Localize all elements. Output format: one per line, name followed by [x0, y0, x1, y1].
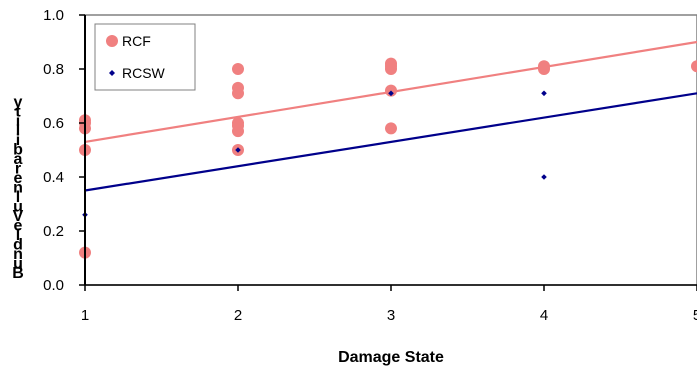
- y-axis-title-char: V: [13, 208, 24, 225]
- y-tick-label: 0.8: [43, 61, 64, 78]
- y-axis-title-char: t: [15, 104, 21, 121]
- legend-marker-rcsw: [109, 70, 115, 76]
- x-tick-label: 5: [693, 307, 697, 324]
- point-rcsw: [541, 174, 547, 180]
- point-rcf: [232, 63, 244, 75]
- point-rcf: [385, 122, 397, 135]
- point-rcf: [538, 60, 550, 73]
- x-axis-title: Damage State: [338, 349, 444, 366]
- y-axis-title-char: e: [14, 170, 23, 187]
- y-axis-title-char: a: [14, 151, 23, 168]
- y-axis-title-char: B: [12, 265, 24, 282]
- y-axis-ticks: 0.0 0.2 0.4 0.6 0.8 1.0: [43, 7, 85, 294]
- y-axis-title-char: n: [13, 180, 23, 197]
- y-axis-title-char: l: [16, 227, 20, 244]
- y-axis-title-char: u: [13, 199, 23, 216]
- x-tick-label: 4: [540, 307, 548, 324]
- y-axis-title-char: l: [16, 189, 20, 206]
- y-axis-title-char: r: [15, 161, 21, 178]
- y-axis-title-char: u: [13, 256, 23, 273]
- y-tick-label: 0.4: [43, 169, 64, 186]
- y-tick-label: 0.2: [43, 223, 64, 240]
- legend: RCF RCSW: [94, 23, 196, 91]
- y-axis-title-char: y: [14, 94, 23, 111]
- x-tick-label: 2: [234, 307, 242, 324]
- point-rcsw: [388, 90, 394, 97]
- y-axis-title-char: e: [14, 218, 23, 235]
- legend-box: [94, 23, 196, 91]
- point-rcsw: [235, 147, 241, 153]
- x-axis-ticks: 1 2 3 4 5: [81, 285, 697, 324]
- y-tick-label: 0.6: [43, 115, 64, 132]
- point-rcf: [232, 117, 244, 129]
- y-axis-title-char: d: [13, 237, 23, 254]
- y-tick-label: 0.0: [43, 277, 64, 294]
- y-tick-label: 1.0: [43, 7, 64, 24]
- y-axis-title-char: l: [16, 123, 20, 140]
- trendline-rcsw: [84, 92, 697, 192]
- legend-marker-rcf: [106, 35, 118, 47]
- x-tick-label: 1: [81, 307, 89, 324]
- legend-label-rcsw: RCSW: [122, 65, 166, 81]
- x-tick-label: 3: [387, 307, 395, 324]
- legend-label-rcf: RCF: [122, 33, 151, 49]
- point-rcsw: [541, 90, 547, 97]
- y-axis-title-char: i: [16, 113, 20, 130]
- y-axis-title-char: i: [16, 132, 20, 149]
- point-rcf: [691, 60, 697, 73]
- point-rcf: [385, 57, 397, 70]
- y-axis-title-char: b: [13, 142, 23, 159]
- y-axis-title-char: n: [13, 246, 23, 263]
- point-rcf: [232, 81, 244, 94]
